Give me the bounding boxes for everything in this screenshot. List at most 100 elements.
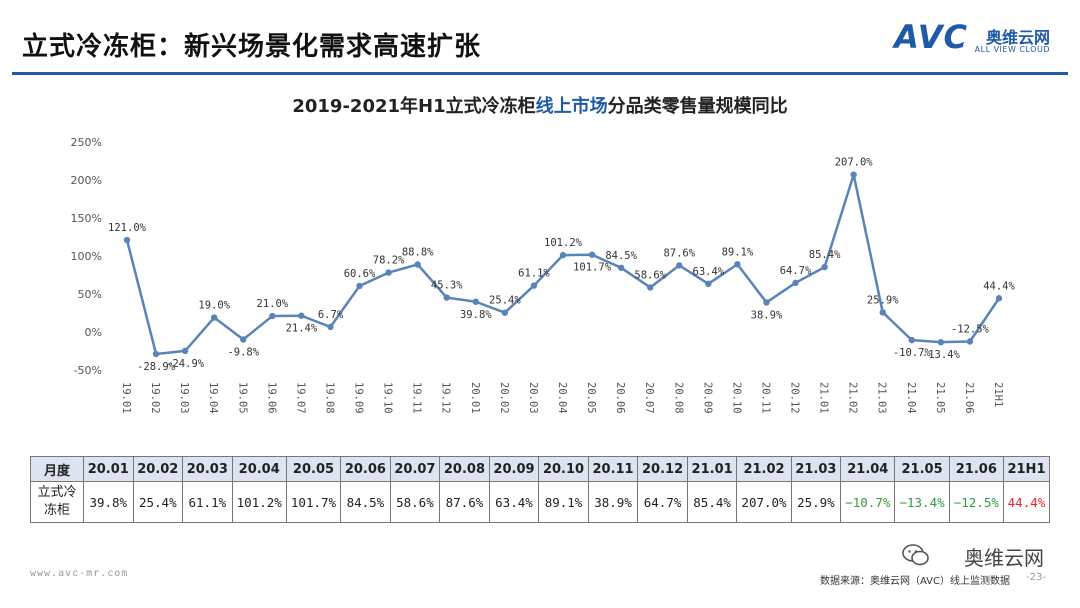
data-point	[937, 338, 945, 346]
x-tick-label: 21.06	[963, 382, 975, 414]
table-cell: 89.1%	[538, 481, 589, 523]
x-tick-label: 20.11	[759, 382, 771, 414]
table-header-cell: 20.09	[488, 456, 540, 482]
table-cell: 101.7%	[285, 481, 342, 523]
line-chart: -50% 0% 50% 100% 150% 200% 250% 121.0% 19.01 -28.…	[71, 136, 1016, 414]
data-point	[879, 309, 886, 316]
x-tick-label: 21.04	[905, 382, 917, 414]
table-header-cell: 20.12	[637, 456, 688, 482]
x-tick-label: 20.10	[730, 382, 742, 414]
x-tick-label: 20.05	[585, 382, 597, 414]
data-point	[588, 251, 596, 258]
data-point	[240, 336, 247, 343]
data-point	[414, 261, 421, 268]
table-cell: 207.0%	[736, 481, 792, 523]
data-label: 101.7%	[573, 262, 612, 274]
data-point	[559, 251, 567, 259]
table-cell: 39.8%	[83, 481, 134, 523]
table-header-cell: 20.08	[439, 456, 490, 482]
wechat-name: 奥维云网	[964, 546, 1044, 570]
data-label: 39.8%	[460, 309, 492, 321]
data-point	[792, 279, 799, 287]
table-header-cell: 21.04	[840, 456, 896, 482]
data-label: 25.4%	[489, 295, 521, 307]
data-point	[501, 309, 509, 316]
footer-url: www.avc-mr.com	[30, 568, 129, 579]
table-cell: 44.4%	[1002, 481, 1051, 523]
data-label: 121.0%	[108, 222, 147, 234]
y-tick-label: 150%	[71, 212, 102, 225]
data-label: 19.0%	[198, 300, 230, 312]
table-cell: −13.4%	[894, 481, 950, 523]
data-label: 44.4%	[983, 280, 1015, 292]
y-tick-label: 0%	[85, 326, 102, 339]
table-cell: 63.4%	[488, 481, 540, 523]
data-label: 85.4%	[809, 249, 841, 261]
data-point	[211, 314, 218, 321]
table-cell: −12.5%	[948, 481, 1004, 523]
table-cell: 64.7%	[637, 481, 688, 523]
data-point	[995, 295, 1003, 302]
data-point	[705, 280, 712, 288]
y-tick-label: 50%	[78, 288, 102, 301]
data-label: 64.7%	[780, 265, 812, 277]
x-tick-label: 19.07	[294, 382, 306, 414]
table-cell: 61.1%	[182, 481, 233, 523]
data-point	[123, 236, 131, 244]
data-label: 78.2%	[373, 255, 405, 267]
table-header-cell: 21.06	[948, 456, 1004, 482]
data-label: -24.9%	[166, 358, 205, 370]
table-cell: 85.4%	[686, 481, 738, 523]
table-header-cell: 20.02	[132, 456, 184, 482]
data-label: -10.7%	[893, 347, 932, 359]
x-tick-label: 20.07	[643, 382, 655, 414]
data-point	[821, 263, 828, 271]
data-label: 63.4%	[693, 266, 725, 278]
data-point	[269, 312, 276, 320]
data-label: 84.5%	[605, 250, 637, 262]
x-tick-label: 19.03	[178, 382, 190, 414]
table-header-cell: 20.03	[182, 456, 233, 482]
table-header-cell: 21.02	[736, 456, 792, 482]
data-label: -28.9%	[137, 361, 176, 373]
x-tick-label: 20.03	[527, 382, 539, 414]
table-cell: 58.6%	[389, 481, 441, 523]
data-point	[356, 282, 363, 290]
data-label: 6.7%	[318, 309, 344, 321]
data-label: 21.0%	[257, 298, 289, 310]
x-tick-label: 21.03	[876, 382, 888, 414]
header-divider	[12, 72, 1068, 75]
series-line	[125, 173, 1001, 356]
x-tick-label: 19.12	[440, 382, 452, 414]
data-label: 21.4%	[286, 323, 318, 335]
table-header-label: 月度	[30, 456, 84, 482]
data-label: 89.1%	[722, 246, 754, 258]
data-point	[385, 269, 392, 276]
page-title: 立式冷冻柜：新兴场景化需求高速扩张	[22, 32, 482, 62]
x-tick-label: 20.12	[789, 382, 801, 414]
data-point	[734, 261, 741, 268]
logo-brand: AVC	[894, 18, 968, 56]
y-tick-label: 200%	[71, 174, 102, 187]
table-row: 立式冷冻柜 39.8% 25.4% 61.1% 101.2% 101.7% 84.5% 58…	[30, 481, 1051, 523]
table-cell: 84.5%	[340, 481, 391, 523]
table-cell: 25.9%	[790, 481, 842, 523]
data-label: 88.8%	[402, 247, 434, 259]
data-point	[443, 294, 450, 301]
chart-title-part-3: 分品类零售量规模同比	[607, 96, 788, 117]
page-number: -23-	[1026, 572, 1046, 583]
x-tick-label: 19.09	[353, 382, 365, 414]
data-label: -9.8%	[227, 346, 259, 358]
data-table: 月度 20.01 20.02 20.03 20.04 20.05 20.06 20.07 20…	[30, 456, 1051, 523]
data-label: 25.9%	[867, 294, 899, 306]
table-header-cell: 20.01	[83, 456, 134, 482]
data-label: 45.3%	[431, 280, 463, 292]
data-point	[676, 262, 683, 269]
table-header-cell: 21.03	[790, 456, 842, 482]
x-tick-label: 21.02	[847, 382, 859, 414]
table-header-cell: 21.05	[894, 456, 950, 482]
data-label: 87.6%	[663, 247, 695, 259]
y-tick-label: -50%	[74, 364, 102, 377]
data-label: 60.6%	[344, 268, 376, 280]
table-cell: 25.4%	[132, 481, 184, 523]
